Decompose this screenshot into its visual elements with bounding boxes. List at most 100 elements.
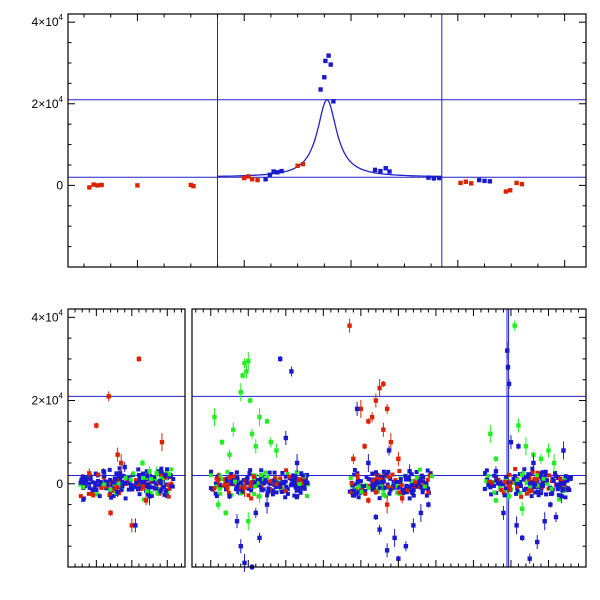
bottom-baseline-point [226, 482, 231, 487]
bottom-baseline-point [399, 483, 404, 488]
bottom-baseline-point [552, 471, 557, 476]
bottom-baseline-point [128, 484, 133, 489]
bottom-data-point-blue [234, 519, 240, 524]
bottom-baseline-point [368, 477, 373, 482]
bottom-baseline-point [118, 477, 123, 482]
bottom-baseline-point [107, 493, 112, 498]
bottom-baseline-point [134, 480, 139, 485]
bottom-baseline-point [535, 483, 540, 488]
bottom-baseline-point [356, 489, 361, 494]
bottom-baseline-point [404, 484, 409, 489]
bottom-baseline-point [116, 474, 121, 479]
top-data-point-red [295, 163, 300, 168]
top-data-point-blue [378, 168, 383, 174]
bottom-baseline-point [261, 487, 266, 492]
bottom-baseline-point [355, 472, 360, 477]
bottom-baseline-point [518, 490, 523, 495]
top-data-point-blue [318, 87, 323, 92]
bottom-baseline-point [378, 477, 383, 482]
bottom-baseline-point [110, 488, 115, 493]
bottom-baseline-point [103, 479, 108, 484]
top-data-point-blue [436, 175, 442, 181]
bottom-data-point-blue [559, 494, 564, 499]
bottom-baseline-point [144, 489, 149, 494]
bottom-baseline-point [92, 486, 97, 491]
bottom-baseline-point [514, 485, 519, 490]
bottom-baseline-point [239, 480, 244, 485]
bottom-baseline-point [99, 485, 104, 490]
bottom-baseline-point [534, 476, 539, 481]
top-data-point-red [468, 181, 474, 186]
top-data-point-blue [431, 176, 437, 181]
bottom-baseline-point [157, 469, 162, 474]
bottom-baseline-point [285, 471, 290, 476]
bottom-data-point-green [506, 494, 512, 499]
bottom-data-point-red [94, 423, 99, 428]
bottom-baseline-point [131, 471, 136, 476]
bottom-baseline-point [539, 486, 544, 491]
bottom-baseline-point [550, 476, 555, 481]
bottom-baseline-point [297, 477, 302, 482]
bottom-y-tick-label: 2×104 [32, 392, 64, 408]
bottom-data-point-green [231, 427, 236, 432]
bottom-data-point-blue [122, 464, 127, 470]
bottom-baseline-point [236, 489, 241, 494]
bottom-data-point-red [159, 439, 165, 445]
bottom-baseline-point [539, 491, 544, 496]
bottom-baseline-point [278, 481, 283, 486]
bottom-baseline-point [140, 480, 145, 485]
bottom-baseline-point [397, 469, 402, 474]
bottom-baseline-point [284, 468, 289, 473]
bottom-baseline-point [540, 481, 545, 486]
bottom-data-point-blue [508, 439, 514, 445]
bottom-data-point-red [118, 460, 124, 466]
bottom-baseline-point [272, 482, 277, 487]
bottom-data-point-blue [548, 502, 553, 507]
bottom-baseline-point [420, 490, 425, 495]
bottom-baseline-point [136, 467, 141, 472]
bottom-baseline-point [140, 484, 145, 489]
bottom-baseline-point [117, 466, 122, 471]
bottom-baseline-point [486, 483, 491, 488]
bottom-baseline-point [159, 466, 164, 471]
bottom-baseline-point [110, 480, 115, 485]
bottom-baseline-point [350, 490, 355, 495]
bottom-data-point-red [358, 406, 364, 412]
bottom-baseline-point [229, 478, 234, 483]
bottom-baseline-point [534, 479, 539, 484]
bottom-data-point-green [551, 460, 557, 466]
bottom-baseline-point [163, 489, 168, 494]
bottom-data-point-blue [101, 469, 106, 474]
bottom-baseline-point [425, 468, 430, 473]
bottom-baseline-point [519, 494, 524, 499]
bottom-baseline-point [81, 497, 86, 502]
bottom-baseline-point [375, 476, 380, 481]
bottom-baseline-point [497, 481, 502, 486]
bottom-baseline-point [165, 467, 170, 472]
bottom-baseline-point [252, 492, 257, 497]
bottom-baseline-point [403, 488, 408, 493]
bottom-baseline-point [252, 480, 257, 485]
bottom-baseline-point [300, 480, 305, 485]
bottom-baseline-point [501, 490, 506, 495]
bottom-data-point-blue [403, 543, 409, 549]
bottom-baseline-point [108, 487, 113, 492]
bottom-baseline-point [96, 472, 101, 477]
bottom-baseline-point [544, 492, 549, 497]
bottom-baseline-point [231, 474, 236, 479]
bottom-y-tick-label-exponent: 4 [59, 308, 64, 317]
bottom-data-point-red [351, 456, 356, 462]
bottom-baseline-point [274, 478, 279, 483]
bottom-baseline-point [558, 476, 563, 481]
bottom-data-point-blue [527, 556, 532, 561]
bottom-baseline-point [535, 470, 540, 475]
bottom-baseline-point [123, 480, 128, 485]
bottom-baseline-point [136, 480, 141, 485]
bottom-baseline-point [218, 484, 223, 489]
bottom-plot-area [68, 309, 586, 572]
bottom-baseline-point [271, 478, 276, 483]
bottom-baseline-point [482, 486, 487, 491]
bottom-baseline-point [161, 484, 166, 489]
bottom-baseline-point [524, 480, 529, 485]
top-data-point-red [191, 184, 196, 189]
